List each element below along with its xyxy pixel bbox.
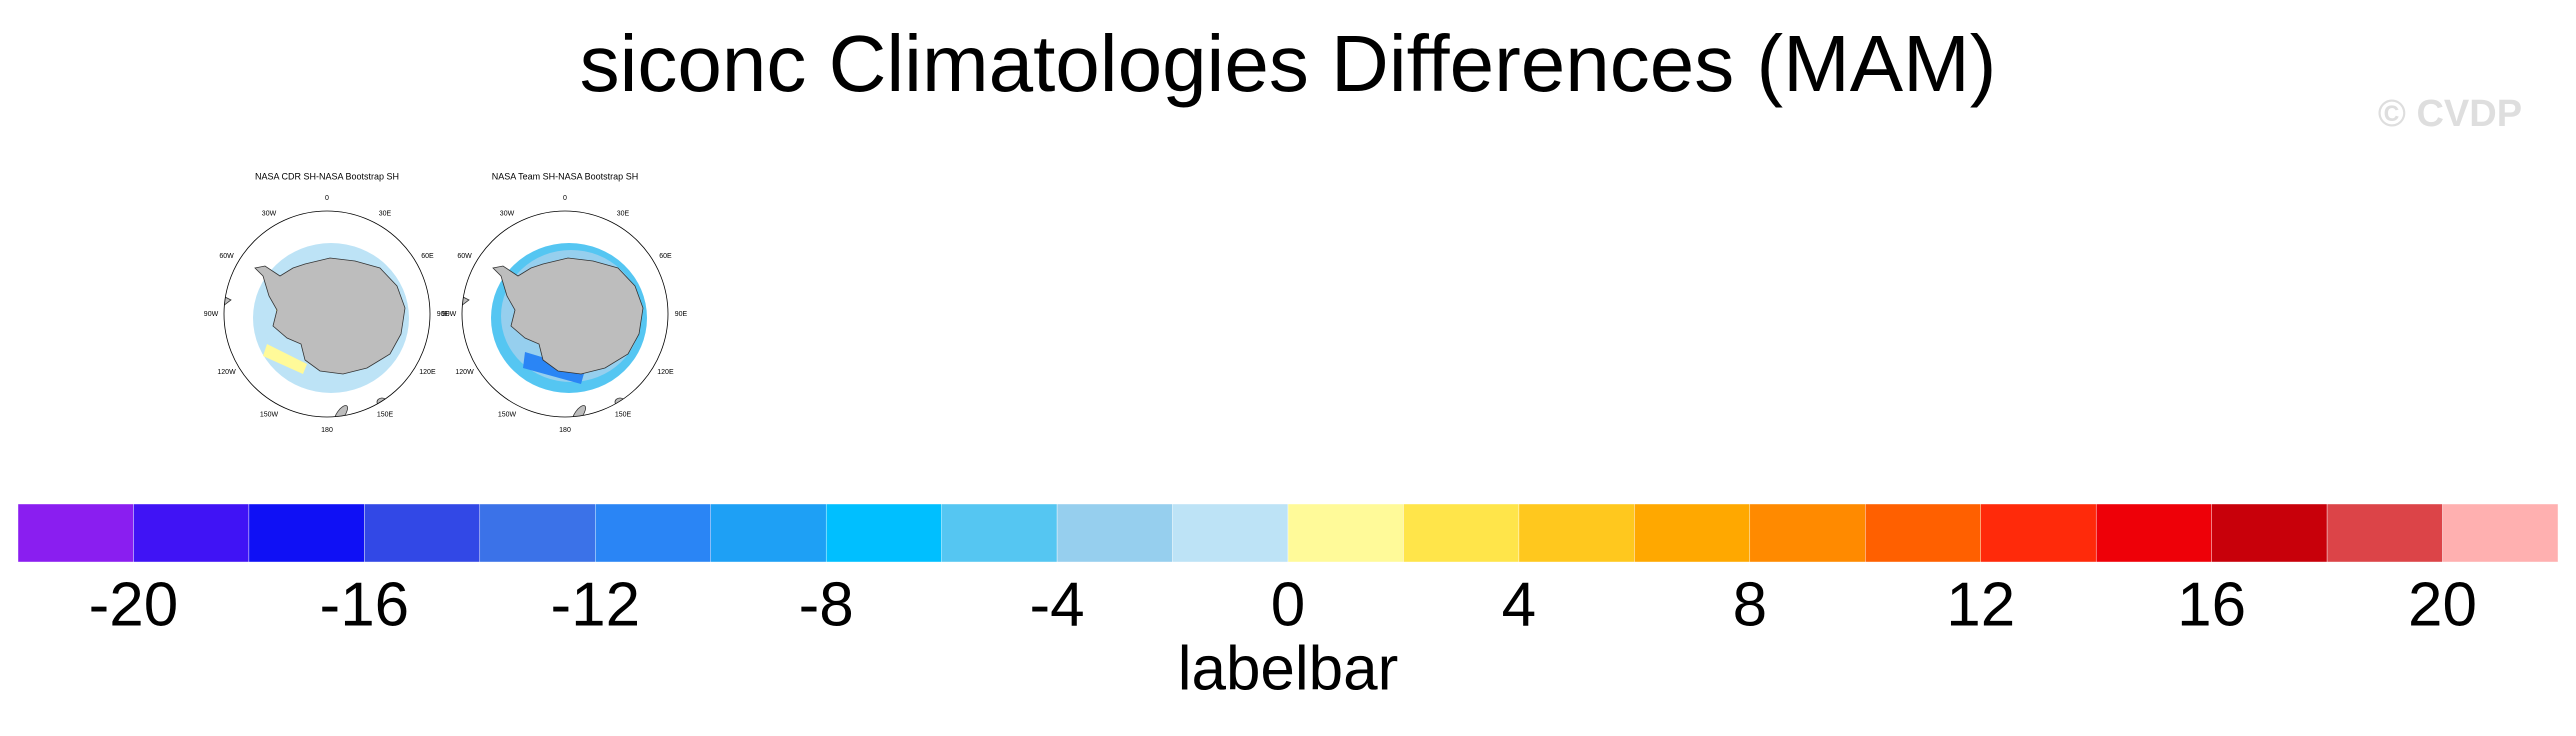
map-title: NASA Team SH-NASA Bootstrap SH (492, 171, 638, 181)
lon-label: 60W (219, 253, 234, 260)
colorbar-box (1980, 503, 2097, 563)
colorbar-box (1518, 503, 1635, 563)
tick-label: 4 (1502, 570, 1536, 639)
polar-map: NASA CDR SH-NASA Bootstrap SH 0 30E 60E 90E 1… (204, 171, 450, 434)
lon-label: 30W (500, 210, 515, 217)
lon-label: 30W (262, 210, 277, 217)
colorbar-box (2095, 503, 2212, 563)
sea-ice-patch (263, 344, 307, 374)
lon-label: 0 (563, 195, 567, 202)
lon-label: 150W (260, 411, 279, 418)
lon-label: 30E (379, 210, 392, 217)
colorbar-box (1056, 503, 1173, 563)
tick-label: -8 (799, 570, 854, 639)
colorbar-box (1749, 503, 1866, 563)
lon-label: 120E (419, 369, 436, 376)
new-zealand (333, 405, 349, 417)
lon-label: 120E (657, 369, 674, 376)
lon-label: 120W (455, 369, 474, 376)
colorbar-box (2211, 503, 2328, 563)
colorbar-box (595, 503, 711, 563)
lon-label: 90W (442, 311, 457, 318)
lon-label: 180 (321, 427, 333, 434)
maps: NASA CDR SH-NASA Bootstrap SH 0 30E 60E 90E 1… (204, 171, 688, 434)
map-border (223, 210, 431, 418)
lon-label: 90E (437, 311, 450, 318)
colorbar-box (479, 503, 596, 563)
map-title: NASA CDR SH-NASA Bootstrap SH (255, 171, 399, 181)
tick-label: 8 (1733, 570, 1767, 639)
colorbar-box (2326, 503, 2443, 563)
lon-label: 0 (325, 195, 329, 202)
tick-label: 0 (1271, 570, 1305, 639)
tick-label: -4 (1030, 570, 1085, 639)
colorbar-box (710, 503, 827, 563)
tick-label: -20 (89, 570, 179, 639)
colorbar-box (825, 503, 942, 563)
colorbar-box (364, 503, 481, 563)
polar-map: NASA Team SH-NASA Bootstrap SH 0 30E 60E 90E… (442, 171, 688, 434)
map-body (224, 243, 409, 417)
lon-label: 90E (675, 311, 688, 318)
lon-label: 60E (659, 253, 672, 260)
tick-label: -12 (550, 570, 640, 639)
colorbar: -20 -16 -12 -8 -4 0 4 8 12 16 20 labelbar (17, 503, 2559, 703)
colorbar-label: labelbar (1178, 634, 1399, 703)
map-border (461, 210, 669, 418)
colorbar-box (2442, 503, 2559, 563)
lon-label: 180 (559, 427, 571, 434)
new-zealand (571, 405, 587, 417)
lon-label: 60E (421, 253, 434, 260)
lon-label: 30E (617, 210, 630, 217)
tick-label: 20 (2408, 570, 2477, 639)
lon-label: 150E (377, 411, 394, 418)
south-america (224, 279, 232, 307)
colorbar-box (1634, 503, 1751, 563)
lon-label: 60W (457, 253, 472, 260)
south-america (462, 279, 470, 307)
lon-label: 90W (204, 311, 219, 318)
tick-label: -16 (320, 570, 410, 639)
tick-label: 12 (1946, 570, 2015, 639)
colorbar-box (1403, 503, 1520, 563)
colorbar-box (17, 503, 134, 563)
map-body (462, 243, 647, 417)
tick-label: 16 (2177, 570, 2246, 639)
colorbar-box (1865, 503, 1981, 563)
figure-title: siconc Climatologies Differences (MAM) (580, 19, 1997, 108)
colorbar-box (1287, 503, 1404, 563)
watermark: © CVDP (2378, 93, 2522, 135)
colorbar-box (248, 503, 365, 563)
lon-label: 150W (498, 411, 517, 418)
colorbar-box (941, 503, 1058, 563)
lon-label: 150E (615, 411, 632, 418)
colorbar-box (1172, 503, 1289, 563)
lon-label: 120W (217, 369, 236, 376)
colorbar-box (133, 503, 250, 563)
